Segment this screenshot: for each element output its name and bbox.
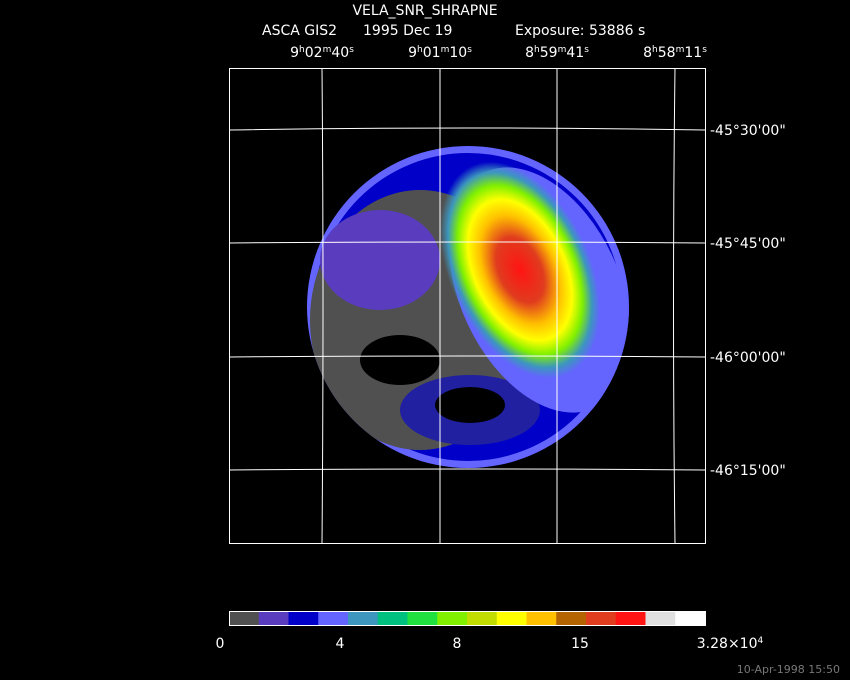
colorbar-swatch [496, 611, 527, 625]
colorbar-swatch [645, 611, 676, 625]
date: 1995 Dec 19 [363, 23, 452, 39]
colorbar-swatch [556, 611, 587, 625]
colorbar-label: 3.28×104 [697, 636, 764, 652]
colorbar-swatch [288, 611, 319, 625]
ra-label-part: 11 [684, 45, 702, 61]
colorbar-swatch [615, 611, 646, 625]
colorbar-label: 15 [571, 636, 589, 652]
ra-label-part: m [676, 45, 685, 55]
colorbar-swatch [586, 611, 617, 625]
dec-label: -46°15'00" [710, 463, 786, 479]
ra-label-part: 8 [643, 45, 652, 61]
coordinate-grid [228, 67, 706, 544]
colorbar-frame [229, 611, 706, 626]
colorbar-label-part: 0 [216, 636, 225, 652]
xray-image [307, 146, 629, 468]
ra-label-part: m [323, 45, 332, 55]
ra-label-part: 02 [305, 45, 323, 61]
ra-label-part: s [584, 45, 589, 55]
ra-label-part: 10 [449, 45, 467, 61]
colorbar-label: 4 [336, 636, 345, 652]
colorbar-label-part: 4 [757, 636, 763, 646]
colorbar-swatch [467, 611, 498, 625]
ra-label-part: s [349, 45, 354, 55]
ra-label-part: 9 [290, 45, 299, 61]
ra-label-part: s [702, 45, 707, 55]
ra-label-part: m [441, 45, 450, 55]
ra-label-part: 01 [423, 45, 441, 61]
colorbar-swatch [318, 611, 349, 625]
ra-label-part: 41 [566, 45, 584, 61]
ra-label-part: 40 [331, 45, 349, 61]
colorbar-swatch [407, 611, 438, 625]
colorbar-label-part: 4 [336, 636, 345, 652]
ra-label-part: h [417, 45, 423, 55]
colorbar-swatch [377, 611, 408, 625]
title: VELA_SNR_SHRAPNE [352, 3, 497, 19]
dec-label: -45°45'00" [710, 236, 786, 252]
colorbar-label-part: 3.28×10 [697, 636, 758, 652]
ra-label-part: 59 [540, 45, 558, 61]
ra-label: 9h01m10s [408, 45, 472, 61]
dec-label: -46°00'00" [710, 350, 786, 366]
colorbar-swatch [675, 611, 706, 625]
ra-label-part: h [299, 45, 305, 55]
exposure: Exposure: 53886 s [515, 23, 645, 39]
ra-label-part: s [467, 45, 472, 55]
ra-label-part: m [558, 45, 567, 55]
instrument: ASCA GIS2 [262, 23, 337, 39]
ra-label-part: 9 [408, 45, 417, 61]
colorbar-label-part: 15 [571, 636, 589, 652]
colorbar-label: 0 [216, 636, 225, 652]
ra-label-part: h [534, 45, 540, 55]
colorbar-swatch [437, 611, 468, 625]
timestamp: 10-Apr-1998 15:50 [737, 663, 840, 676]
colorbar-swatch [348, 611, 379, 625]
ra-label: 8h58m11s [643, 45, 707, 61]
ra-label-part: 8 [525, 45, 534, 61]
ra-label-part: h [652, 45, 658, 55]
ra-label: 8h59m41s [525, 45, 589, 61]
colorbar-swatch [526, 611, 557, 625]
colorbar-label-part: 8 [453, 636, 462, 652]
ra-label-part: 58 [658, 45, 676, 61]
ra-label: 9h02m40s [290, 45, 354, 61]
colorbar-label: 8 [453, 636, 462, 652]
colorbar-swatch [258, 611, 289, 625]
colorbar-swatch [229, 611, 260, 625]
dec-label: -45°30'00" [710, 123, 786, 139]
